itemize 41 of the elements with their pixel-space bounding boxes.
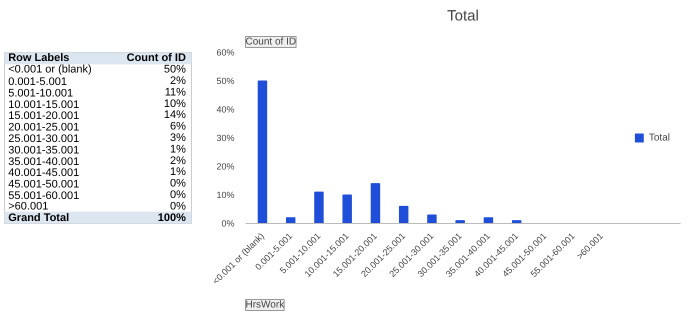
category-label: >60.001 [8,200,48,212]
text: Grand Total [8,212,70,224]
y-tick-label: 0% [221,218,235,228]
y-tick-label: 40% [216,104,234,114]
category-label: 55.001-60.001 [8,190,80,202]
category-label: 45.001-50.001 [8,178,80,191]
text: 2% [170,75,186,87]
text: 50% [164,64,186,76]
category-label: 30.001-35.001 [8,144,80,156]
text: 3% [170,132,186,144]
y-tick-label: 20% [216,162,234,172]
text: 11% [164,86,186,98]
text: 0% [170,200,186,212]
category-label: 40.001-45.001 [8,167,80,180]
text: 100% [158,212,186,224]
text: 0% [170,178,186,190]
category-label: 5.001-10.001 [8,87,74,100]
text: 14% [164,109,186,122]
category-label: 25.001-30.001 [8,133,80,145]
category-label: 15.001-20.001 [8,110,80,122]
chart-title: Total [447,8,479,24]
category-label: <0.001 or (blank) [8,64,92,76]
text: 1% [170,143,186,156]
text: Count of ID [126,52,186,64]
legend-label: Total [648,132,670,143]
y-tick-label: 10% [216,190,234,200]
text: Row Labels [8,52,70,64]
category-label: 10.001-15.001 [8,98,80,111]
y-tick-label: 60% [216,48,234,58]
text: 1% [170,166,186,178]
text: HrsWork [246,300,286,310]
text: 10% [164,98,186,110]
y-tick-label: 50% [216,76,234,86]
category-label: 20.001-25.001 [8,122,80,134]
text: 0% [170,189,186,201]
text: 6% [170,120,186,133]
text: Count of ID [246,36,296,48]
category-label: 35.001-40.001 [8,156,80,168]
category-label: 0.001-5.001 [8,76,67,88]
text: 2% [170,154,186,167]
y-tick-label: 30% [216,133,234,143]
